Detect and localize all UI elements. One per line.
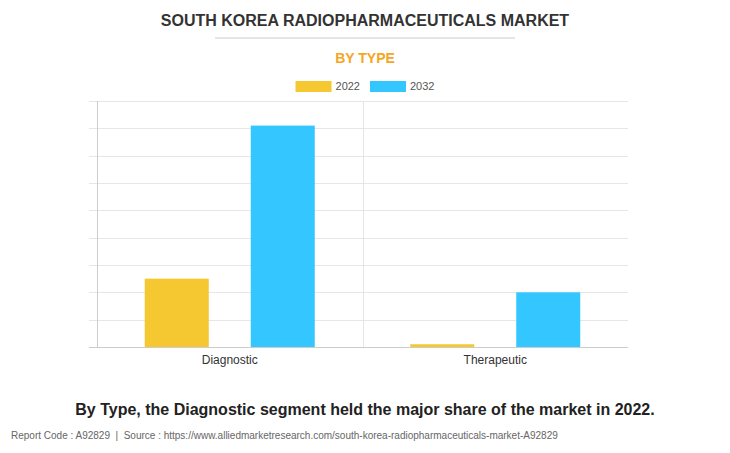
bar bbox=[410, 344, 474, 347]
grid-line bbox=[89, 128, 628, 129]
bar bbox=[145, 279, 209, 347]
background bbox=[0, 0, 730, 453]
legend-swatch bbox=[370, 81, 406, 92]
x-tick-label: Diagnostic bbox=[202, 353, 258, 367]
legend-item: 2022 bbox=[296, 80, 360, 92]
legend: 2022 2032 bbox=[296, 80, 435, 92]
grid-line bbox=[89, 210, 628, 211]
legend-label: 2022 bbox=[336, 80, 360, 92]
bar bbox=[251, 126, 315, 347]
grid-line bbox=[89, 238, 628, 239]
bars bbox=[145, 126, 581, 347]
grid-line bbox=[89, 347, 628, 348]
category-divider bbox=[363, 101, 364, 347]
legend-swatch bbox=[296, 81, 332, 92]
grid-line bbox=[89, 183, 628, 184]
source: Report Code : A92829 | Source : https://… bbox=[11, 430, 558, 441]
y-axis bbox=[97, 101, 98, 347]
grid-line bbox=[89, 101, 628, 102]
bar bbox=[516, 292, 580, 347]
subtitle: BY TYPE bbox=[335, 50, 395, 66]
grid-line bbox=[89, 265, 628, 266]
title: SOUTH KOREA RADIOPHARMACEUTICALS MARKET bbox=[161, 12, 570, 29]
grid-line bbox=[89, 156, 628, 157]
title-rule bbox=[215, 38, 515, 39]
grid bbox=[89, 101, 628, 348]
legend-item: 2032 bbox=[370, 80, 434, 92]
x-tick-label: Therapeutic bbox=[464, 353, 527, 367]
caption: By Type, the Diagnostic segment held the… bbox=[75, 401, 654, 418]
legend-label: 2032 bbox=[410, 80, 434, 92]
chart: SOUTH KOREA RADIOPHARMACEUTICALS MARKET B… bbox=[0, 0, 730, 453]
